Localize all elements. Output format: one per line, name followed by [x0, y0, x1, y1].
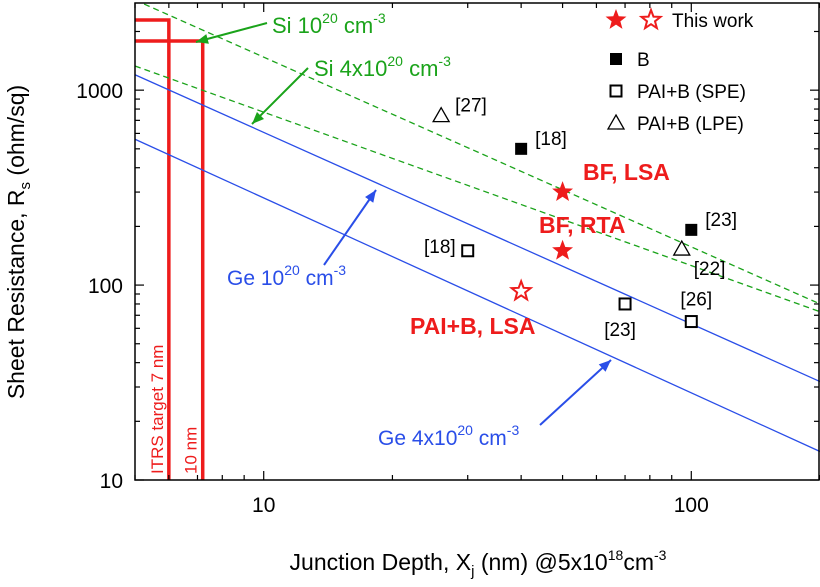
- legend: This work B PAI+B (SPE) PAI+B (LPE): [605, 7, 754, 135]
- y-tick-label: 100: [88, 275, 123, 298]
- label-10nm: 10 nm: [182, 427, 201, 474]
- annotation-bf-rta: BF, RTA: [539, 212, 625, 238]
- arrow-si-1e20-head: [196, 34, 209, 44]
- y-tick-label: 1000: [76, 80, 123, 103]
- reference-line-3: [135, 138, 820, 453]
- y-tick-label: 10: [100, 470, 123, 493]
- ref-label-5: [26]: [680, 290, 712, 311]
- arrow-si-4e20: [251, 67, 309, 125]
- legend-label-this-work: This work: [672, 11, 754, 32]
- arrow-si-1e20-shaft: [195, 22, 268, 43]
- arrow-ge-4e20-head: [598, 360, 611, 372]
- annotation-bf-lsa: BF, LSA: [583, 159, 670, 185]
- plot-frame: [134, 2, 820, 481]
- data-point-pai-b-spe--7: [684, 315, 698, 329]
- label-ge-4e20: Ge 4x1020 cm-3: [378, 422, 519, 450]
- legend-label-lpe: PAI+B (LPE): [637, 114, 744, 135]
- ref-label-4: [22]: [694, 259, 726, 280]
- ref-label-3: [23]: [705, 210, 737, 231]
- arrow-ge-1e20: [323, 189, 377, 266]
- x-tick-label: 10: [252, 494, 275, 517]
- x-axis-title: Junction Depth, Xj (nm) @5x1018cm-3: [290, 547, 667, 580]
- legend-triangle-open-icon: [606, 113, 626, 130]
- y-axis-title: Sheet Resistance, Rs (ohm/sq): [3, 85, 34, 399]
- ref-label-6: [23]: [604, 320, 636, 341]
- x-tick-label: 100: [674, 494, 709, 517]
- data-point-this-work-1: [552, 239, 574, 260]
- legend-label-spe: PAI+B (SPE): [637, 82, 746, 103]
- label-si-1e20: Si 1020 cm-3: [272, 10, 386, 38]
- annotation-pai-lsa: PAI+B, LSA: [410, 313, 535, 339]
- data-point-pai-b-lpe--9: [672, 239, 691, 256]
- label-ge-1e20: Ge 1020 cm-3: [227, 262, 346, 290]
- data-point-b-3: [515, 142, 528, 155]
- reference-line-0: [140, 3, 820, 305]
- arrow-si-4e20-head: [252, 111, 265, 124]
- arrow-si-1e20: [195, 22, 268, 44]
- legend-star-open-icon: [638, 7, 664, 31]
- data-point-this-work-0: [552, 181, 574, 201]
- data-point-this-work-2: [508, 278, 534, 302]
- arrow-si-4e20-shaft: [251, 67, 309, 125]
- arrow-ge-1e20-shaft: [323, 189, 377, 266]
- legend-star-filled-icon: [605, 9, 627, 29]
- data-point-pai-b-lpe--8: [432, 106, 451, 123]
- itrs-7nm-box: [135, 18, 171, 480]
- data-point-b-4: [685, 223, 698, 236]
- reference-line-1: [135, 65, 820, 313]
- label-itrs-target: ITRS target 7 nm: [148, 345, 167, 474]
- legend-label-b: B: [637, 50, 650, 71]
- arrow-ge-4e20: [539, 359, 612, 426]
- label-si-4e20: Si 4x1020 cm-3: [314, 53, 451, 81]
- ref-label-0: [27]: [455, 96, 487, 117]
- legend-square-filled-icon: [610, 53, 622, 65]
- data-point-pai-b-spe--6: [618, 297, 632, 311]
- reference-line-2: [135, 74, 820, 383]
- ref-label-2: [18]: [424, 237, 456, 258]
- arrow-ge-4e20-shaft: [539, 359, 612, 426]
- legend-square-open-icon: [609, 84, 623, 98]
- data-point-pai-b-spe--5: [461, 244, 475, 258]
- ref-label-1: [18]: [535, 129, 567, 150]
- arrow-ge-1e20-head: [365, 190, 376, 203]
